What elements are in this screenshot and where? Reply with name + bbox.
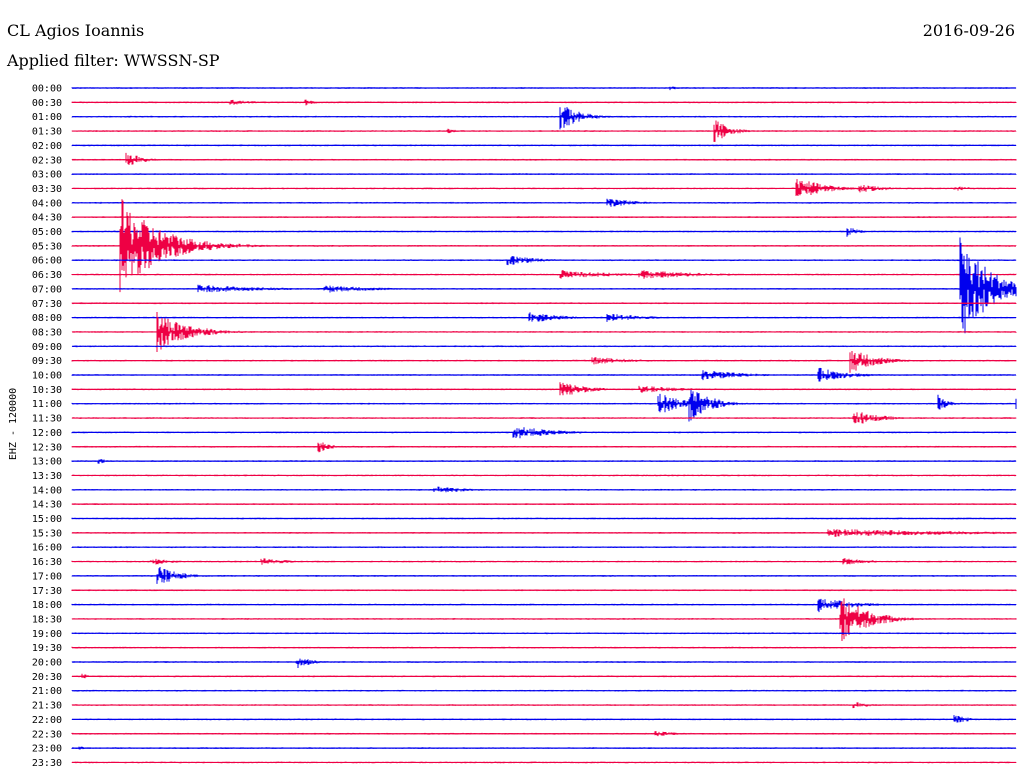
time-label: 13:30 — [32, 471, 62, 482]
time-label: 08:30 — [32, 327, 62, 338]
time-label: 06:00 — [32, 256, 62, 267]
time-label: 18:30 — [32, 614, 62, 625]
time-label: 05:00 — [32, 227, 62, 238]
time-label: 18:00 — [32, 600, 62, 611]
traces — [71, 86, 1017, 764]
time-label: 14:30 — [32, 500, 62, 511]
time-label: 16:00 — [32, 543, 62, 554]
trace-row — [71, 658, 1017, 668]
time-label: 09:00 — [32, 342, 62, 353]
time-label: 22:30 — [32, 729, 62, 740]
station-name: CL Agios Ioannis — [7, 21, 145, 40]
time-label: 16:30 — [32, 557, 62, 568]
time-label: 20:00 — [32, 658, 62, 669]
time-label: 09:30 — [32, 356, 62, 367]
time-label: 01:30 — [32, 127, 62, 138]
time-label: 21:30 — [32, 701, 62, 712]
trace-row — [71, 228, 1017, 237]
record-date: 2016-09-26 — [922, 21, 1015, 40]
time-label: 20:30 — [32, 672, 62, 683]
time-label: 17:00 — [32, 571, 62, 582]
trace-row — [71, 715, 1017, 723]
time-label: 22:00 — [32, 715, 62, 726]
time-label: 07:00 — [32, 284, 62, 295]
time-label: 00:30 — [32, 98, 62, 109]
trace-row — [71, 152, 1017, 165]
trace-row — [71, 107, 1017, 130]
time-label: 11:30 — [32, 414, 62, 425]
trace-row — [71, 390, 1017, 422]
time-label: 00:00 — [32, 84, 62, 95]
time-label: 14:00 — [32, 485, 62, 496]
time-label: 15:00 — [32, 514, 62, 525]
applied-filter: Applied filter: WWSSN-SP — [7, 51, 220, 70]
time-label: 01:00 — [32, 112, 62, 123]
time-label: 12:30 — [32, 442, 62, 453]
time-label: 23:00 — [32, 744, 62, 755]
time-label: 10:30 — [32, 385, 62, 396]
time-label: 02:00 — [32, 141, 62, 152]
time-label: 19:00 — [32, 629, 62, 640]
time-label: 19:30 — [32, 643, 62, 654]
time-label: 06:30 — [32, 270, 62, 281]
time-label: 13:00 — [32, 457, 62, 468]
time-label: 23:30 — [32, 758, 62, 769]
time-label: 03:00 — [32, 170, 62, 181]
time-label: 21:00 — [32, 686, 62, 697]
trace-row — [71, 351, 1017, 373]
trace-row — [71, 179, 1017, 196]
time-label: 10:00 — [32, 371, 62, 382]
time-label: 04:00 — [32, 198, 62, 209]
y-axis-label: EHZ - 120000 — [8, 388, 19, 460]
time-label: 07:30 — [32, 299, 62, 310]
time-label: 17:30 — [32, 586, 62, 597]
time-label: 08:00 — [32, 313, 62, 324]
time-labels: 00:00 00:30 01:00 01:30 02:00 02:30 03:00 03:30… — [32, 84, 62, 769]
time-label: 05:30 — [32, 241, 62, 252]
time-label: 12:00 — [32, 428, 62, 439]
time-label: 03:30 — [32, 184, 62, 195]
time-label: 15:30 — [32, 528, 62, 539]
time-label: 02:30 — [32, 155, 62, 166]
time-label: 11:00 — [32, 399, 62, 410]
trace-row — [71, 598, 1017, 613]
time-label: 04:30 — [32, 213, 62, 224]
trace-row — [71, 442, 1017, 453]
